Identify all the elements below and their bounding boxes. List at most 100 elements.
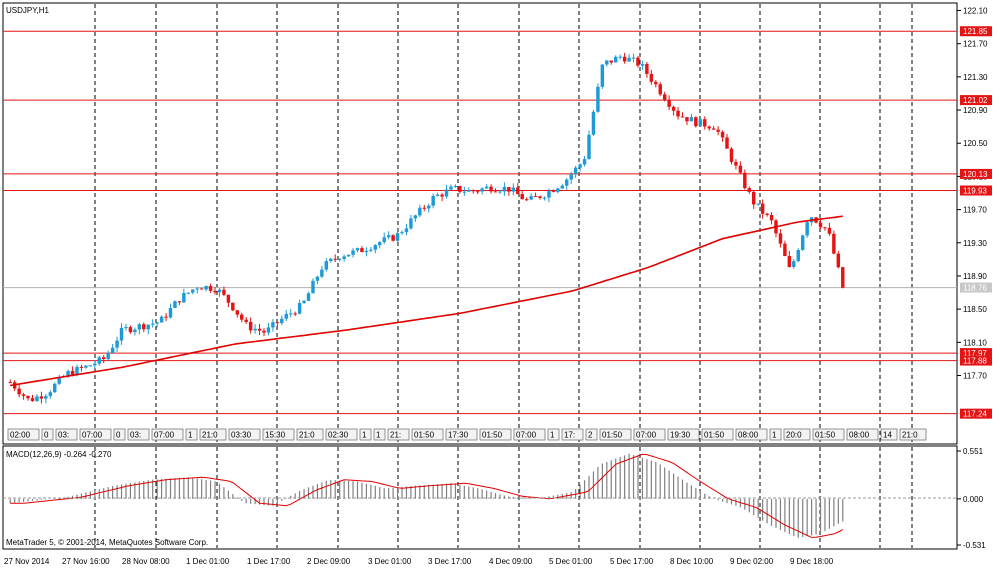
y-tick-label: 118.10 xyxy=(963,338,987,347)
candle-body xyxy=(150,323,155,325)
candle-body xyxy=(262,330,266,333)
candle-body xyxy=(306,293,311,301)
candle-body xyxy=(569,174,573,180)
event-marker-label: 03: xyxy=(130,431,141,440)
candle-body xyxy=(97,357,101,364)
candle-body xyxy=(271,322,275,328)
candle-body xyxy=(667,100,671,107)
candle-body xyxy=(507,187,511,192)
x-tick-label: 8 Dec 10:00 xyxy=(670,557,714,566)
y-tick-label: 121.30 xyxy=(963,73,988,82)
event-marker xyxy=(325,428,358,441)
candle-body xyxy=(841,267,845,288)
candle-body xyxy=(475,191,480,193)
candle-body xyxy=(88,365,93,367)
candle-body xyxy=(110,347,115,353)
candle-body xyxy=(760,203,765,214)
candle-body xyxy=(658,84,662,95)
macd-histogram xyxy=(9,453,844,538)
event-marker xyxy=(55,428,78,441)
candle-body xyxy=(738,165,743,173)
event-marker xyxy=(880,428,898,441)
candle-body xyxy=(578,164,582,168)
candle-body xyxy=(600,64,605,87)
event-marker-label: 14 xyxy=(883,431,892,440)
candle-body xyxy=(654,81,658,85)
event-markers: 02:00 0 03: 07:00 0 03: 07:00 1 21:0 03:30 15:30 21… xyxy=(7,428,927,441)
candle-body xyxy=(498,191,502,193)
bid-label: 118.76 xyxy=(963,284,987,293)
event-marker-label: 07:00 xyxy=(636,431,657,440)
y-tick-label: 120.90 xyxy=(963,106,988,115)
x-tick-label: 27 Nov 2014 xyxy=(4,557,50,566)
event-marker xyxy=(513,428,546,441)
candle-body xyxy=(467,190,471,192)
candle-body xyxy=(66,371,70,377)
candle-body xyxy=(35,396,39,402)
candle-body xyxy=(836,253,841,268)
level-label: 117.88 xyxy=(963,357,987,366)
x-tick-label: 1 Dec 17:00 xyxy=(247,557,291,566)
main-panel-frame xyxy=(2,2,958,445)
candle-body xyxy=(213,290,217,293)
candle-body xyxy=(489,186,493,192)
candle-body xyxy=(346,254,351,257)
candle-body xyxy=(177,301,182,303)
candle-body xyxy=(711,128,716,130)
candle-body xyxy=(783,243,787,256)
event-marker-label: 1 xyxy=(362,431,367,440)
candle-body xyxy=(823,227,827,229)
candle-body xyxy=(662,94,667,101)
candle-body xyxy=(796,250,800,262)
candle-body xyxy=(431,195,435,206)
vertical-gridlines xyxy=(94,4,913,548)
event-marker-label: 01:50 xyxy=(815,431,836,440)
candle-body xyxy=(676,110,680,117)
candle-body xyxy=(520,194,524,200)
event-marker xyxy=(296,428,324,441)
candle-body xyxy=(435,194,440,196)
candle-body xyxy=(418,207,422,216)
event-marker-label: 1 xyxy=(376,431,381,440)
candle-body xyxy=(560,185,565,189)
event-marker-label: 21:0 xyxy=(902,431,918,440)
candle-body xyxy=(462,191,467,193)
event-marker-label: 02:00 xyxy=(10,431,31,440)
candle-body xyxy=(591,111,596,135)
candle-body xyxy=(743,172,747,189)
candle-body xyxy=(832,233,836,254)
candle-body xyxy=(516,187,520,195)
candle-body xyxy=(502,187,507,192)
event-marker xyxy=(373,428,386,441)
candle-body xyxy=(324,261,329,270)
candle-body xyxy=(191,289,195,293)
event-marker-label: 1 xyxy=(772,431,777,440)
level-label-box xyxy=(960,348,992,359)
event-marker xyxy=(262,428,295,441)
event-marker-label: 21:0 xyxy=(299,431,315,440)
symbol-label: USDJPY,H1 xyxy=(6,6,50,15)
candle-body xyxy=(275,322,280,324)
event-marker xyxy=(769,428,782,441)
candle-body xyxy=(440,194,444,197)
candle-body xyxy=(596,86,600,112)
candle-body xyxy=(266,327,271,333)
candle-body xyxy=(756,203,760,205)
level-label-box xyxy=(960,95,992,106)
candle-body xyxy=(605,60,609,65)
candle-body xyxy=(369,249,373,251)
candle-body xyxy=(244,319,248,322)
event-marker xyxy=(359,428,372,441)
candle-body xyxy=(280,318,284,324)
candle-body xyxy=(400,232,404,234)
candle-body xyxy=(729,148,734,162)
moving-average-line xyxy=(10,215,843,387)
event-marker xyxy=(411,428,444,441)
candle-body xyxy=(680,116,685,118)
candle-body xyxy=(257,328,262,331)
event-marker-label: 08:00 xyxy=(738,431,759,440)
candle-body xyxy=(404,228,409,233)
candle-body xyxy=(649,73,654,82)
event-marker xyxy=(667,428,700,441)
